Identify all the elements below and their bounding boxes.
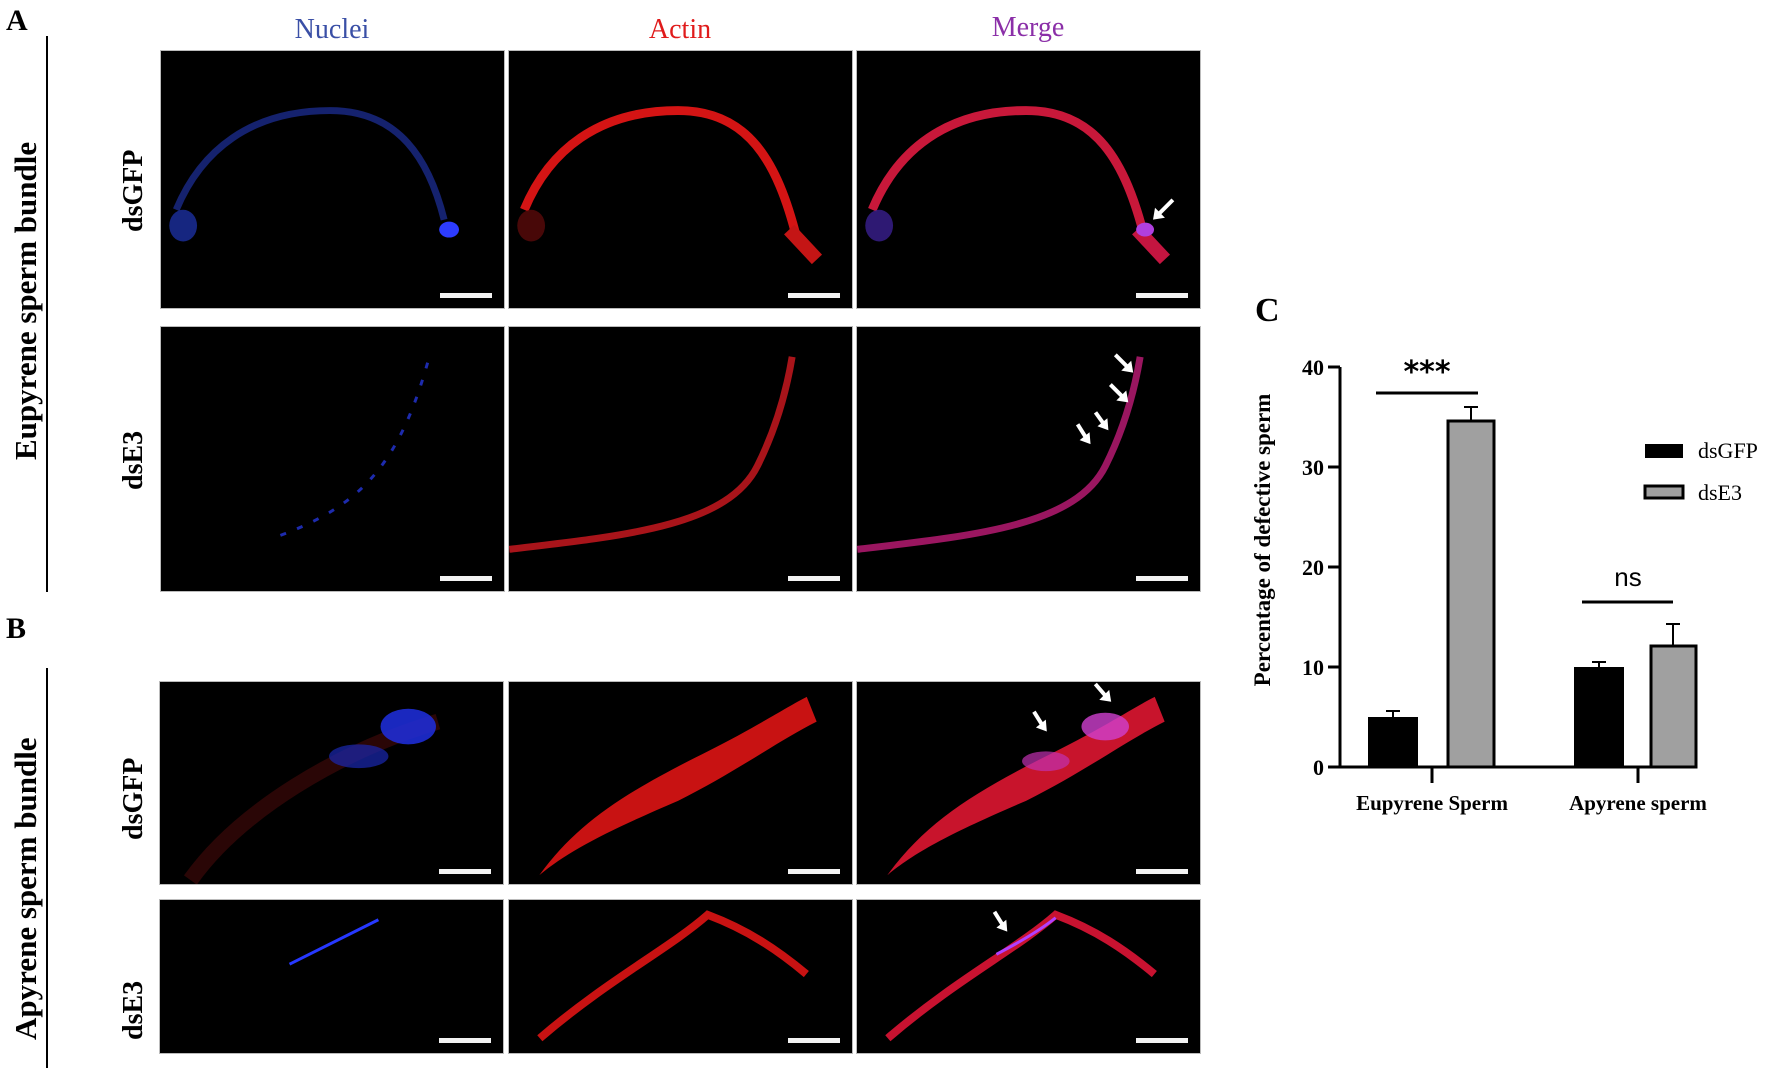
scale-bar — [788, 293, 840, 298]
arrow-icon — [1093, 682, 1112, 702]
scale-bar — [440, 293, 492, 298]
scale-bar — [788, 869, 840, 874]
scale-bar — [1136, 1038, 1188, 1043]
svg-text:20: 20 — [1302, 555, 1324, 580]
micrograph-b-dsgfp-nuclei — [159, 681, 504, 885]
y-axis-label: Percentage of defective sperm — [1250, 394, 1275, 687]
svg-text:10: 10 — [1302, 655, 1324, 680]
bar-apyrene-dse3 — [1649, 623, 1698, 769]
arrow-icon — [1093, 411, 1109, 431]
row-label-a-dsgfp: dsGFP — [118, 149, 149, 232]
panel-a-letter: A — [6, 4, 28, 37]
scale-bar — [1136, 576, 1188, 581]
svg-text:dsGFP: dsGFP — [1698, 438, 1758, 463]
panel-b-group-label: Apyrene sperm bundle — [8, 737, 43, 1040]
column-title-actin: Actin — [648, 14, 712, 45]
svg-text:40: 40 — [1302, 355, 1324, 380]
scale-bar — [439, 1038, 491, 1043]
row-label-b-dsgfp: dsGFP — [118, 757, 149, 840]
bar-eupyrene-dse3 — [1446, 406, 1496, 769]
panel-b-letter: B — [6, 612, 27, 645]
micrograph-a-dsgfp-merge — [856, 50, 1201, 309]
micrograph-a-dse3-actin — [508, 326, 853, 592]
panel-c-letter: C — [1255, 292, 1280, 329]
scale-bar — [788, 576, 840, 581]
scale-bar — [788, 1038, 840, 1043]
panel-a-group-label: Eupyrene sperm bundle — [8, 141, 43, 460]
row-label-a-dse3: dsE3 — [118, 430, 149, 490]
micrograph-a-dsgfp-actin — [508, 50, 853, 309]
legend: dsGFP dsE3 — [1643, 438, 1758, 505]
arrow-icon — [992, 910, 1008, 932]
significance-label-eupyrene: *** — [1403, 355, 1450, 390]
micrograph-b-dsgfp-actin — [508, 681, 853, 885]
bar-chart: Percentage of defective sperm 0 10 20 30… — [1230, 340, 1772, 840]
row-label-b-dse3: dsE3 — [118, 980, 149, 1040]
scale-bar — [440, 576, 492, 581]
bar-apyrene-dsgfp — [1574, 661, 1624, 767]
arrow-icon — [1032, 710, 1047, 732]
y-ticks: 0 10 20 30 40 — [1302, 355, 1340, 780]
panel-a-bracket — [46, 36, 48, 592]
arrow-icon — [1113, 353, 1134, 373]
svg-text:0: 0 — [1313, 755, 1324, 780]
column-title-nuclei: Nuclei — [294, 14, 370, 45]
micrograph-a-dse3-merge — [856, 326, 1201, 592]
x-category-apyrene: Apyrene sperm — [1569, 791, 1707, 815]
svg-text:dsE3: dsE3 — [1698, 480, 1742, 505]
bar-eupyrene-dsgfp — [1368, 710, 1418, 767]
micrograph-b-dse3-actin — [508, 899, 853, 1054]
panel-b-bracket — [46, 668, 48, 1068]
arrow-icon — [1153, 198, 1175, 220]
micrograph-a-dsgfp-nuclei — [160, 50, 505, 309]
x-category-eupyrene: Eupyrene Sperm — [1356, 791, 1508, 815]
scale-bar — [1136, 293, 1188, 298]
micrograph-b-dsgfp-merge — [856, 681, 1201, 885]
scale-bar — [1136, 869, 1188, 874]
arrow-icon — [1108, 383, 1129, 403]
column-title-merge: Merge — [991, 12, 1065, 43]
arrow-icon — [1075, 423, 1091, 445]
scale-bar — [439, 869, 491, 874]
micrograph-b-dse3-merge — [856, 899, 1201, 1054]
micrograph-b-dse3-nuclei — [159, 899, 504, 1054]
micrograph-a-dse3-nuclei — [160, 326, 505, 592]
svg-text:30: 30 — [1302, 455, 1324, 480]
significance-label-apyrene: ns — [1614, 562, 1641, 592]
